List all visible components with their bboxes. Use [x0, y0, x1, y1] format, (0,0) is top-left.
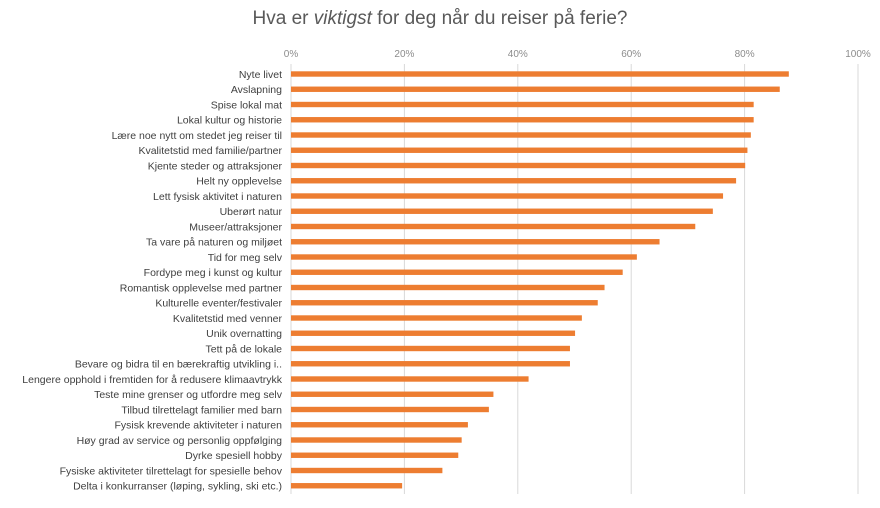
category-label: Kvalitetstid med venner [173, 313, 283, 325]
category-label: Dyrke spesiell hobby [185, 450, 283, 462]
title-part: Hva er [252, 8, 314, 29]
bar [291, 132, 751, 138]
category-label: Uberørt natur [220, 206, 283, 218]
bar [291, 162, 746, 169]
bar [291, 376, 529, 382]
x-tick-label: 40% [508, 49, 528, 60]
category-label: Fysisk krevende aktiviteter i naturen [115, 420, 283, 432]
bar [291, 223, 696, 230]
x-tick-label: 0% [284, 49, 299, 60]
category-label: Fordype meg i kunst og kultur [144, 267, 283, 279]
title-part: for deg når du reiser på ferie? [371, 8, 628, 29]
bar [291, 483, 403, 489]
category-label: Lengere opphold i fremtiden for å reduse… [22, 374, 282, 386]
category-label: Tett på de lokale [206, 343, 283, 355]
x-tick-label: 100% [845, 49, 871, 60]
bar [291, 71, 789, 77]
bar [291, 406, 489, 413]
bar [291, 391, 494, 397]
category-label: Unik overnatting [206, 328, 282, 340]
bar [291, 467, 443, 474]
bar [291, 300, 598, 306]
category-label: Tilbud tilrettelagt familier med barn [121, 404, 282, 416]
category-label: Nyte livet [239, 69, 282, 81]
x-tick-label: 80% [735, 49, 755, 60]
title-emphasis: viktigst [313, 8, 372, 29]
category-label: Ta vare på naturen og miljøet [146, 237, 282, 249]
category-label: Høy grad av service og personlig oppfølg… [77, 435, 283, 447]
category-label: Helt ny opplevelse [196, 176, 282, 188]
bar [291, 437, 462, 443]
bar [291, 330, 576, 336]
bar [291, 452, 459, 458]
bar [291, 178, 737, 184]
bar [291, 239, 660, 245]
bar [291, 101, 754, 108]
bar [291, 345, 570, 352]
chart-title: Hva er viktigst for deg når du reiser på… [0, 8, 880, 30]
bar [291, 193, 724, 199]
category-label: Museer/attraksjoner [189, 221, 282, 233]
category-label: Kvalitetstid med familie/partner [138, 145, 282, 157]
category-label: Kulturelle eventer/festivaler [155, 298, 282, 310]
x-tick-label: 20% [394, 49, 414, 60]
x-tick-label: 60% [621, 49, 641, 60]
category-label: Spise lokal mat [211, 99, 282, 111]
category-label: Avslapning [231, 84, 282, 96]
category-label: Tid for meg selv [208, 252, 283, 264]
category-label: Bevare og bidra til en bærekraftig utvik… [75, 359, 282, 371]
bar [291, 422, 468, 428]
category-label: Romantisk opplevelse med partner [120, 282, 283, 294]
bar [291, 208, 713, 214]
bar [291, 86, 780, 92]
category-label: Lokal kultur og historie [177, 115, 282, 127]
bar [291, 315, 582, 321]
bar [291, 147, 748, 153]
bar [291, 284, 605, 291]
bar [291, 117, 754, 123]
category-label: Lære noe nytt om stedet jeg reiser til [112, 130, 282, 142]
bar [291, 269, 623, 275]
category-label: Kjente steder og attraksjoner [148, 160, 283, 172]
category-label: Delta i konkurranser (løping, sykling, s… [73, 481, 282, 493]
category-label: Teste mine grenser og utfordre meg selv [94, 389, 283, 401]
bar [291, 361, 570, 367]
category-label: Lett fysisk aktivitet i naturen [153, 191, 282, 203]
category-label: Fysiske aktiviteter tilrettelagt for spe… [60, 465, 283, 477]
bar [291, 254, 637, 260]
